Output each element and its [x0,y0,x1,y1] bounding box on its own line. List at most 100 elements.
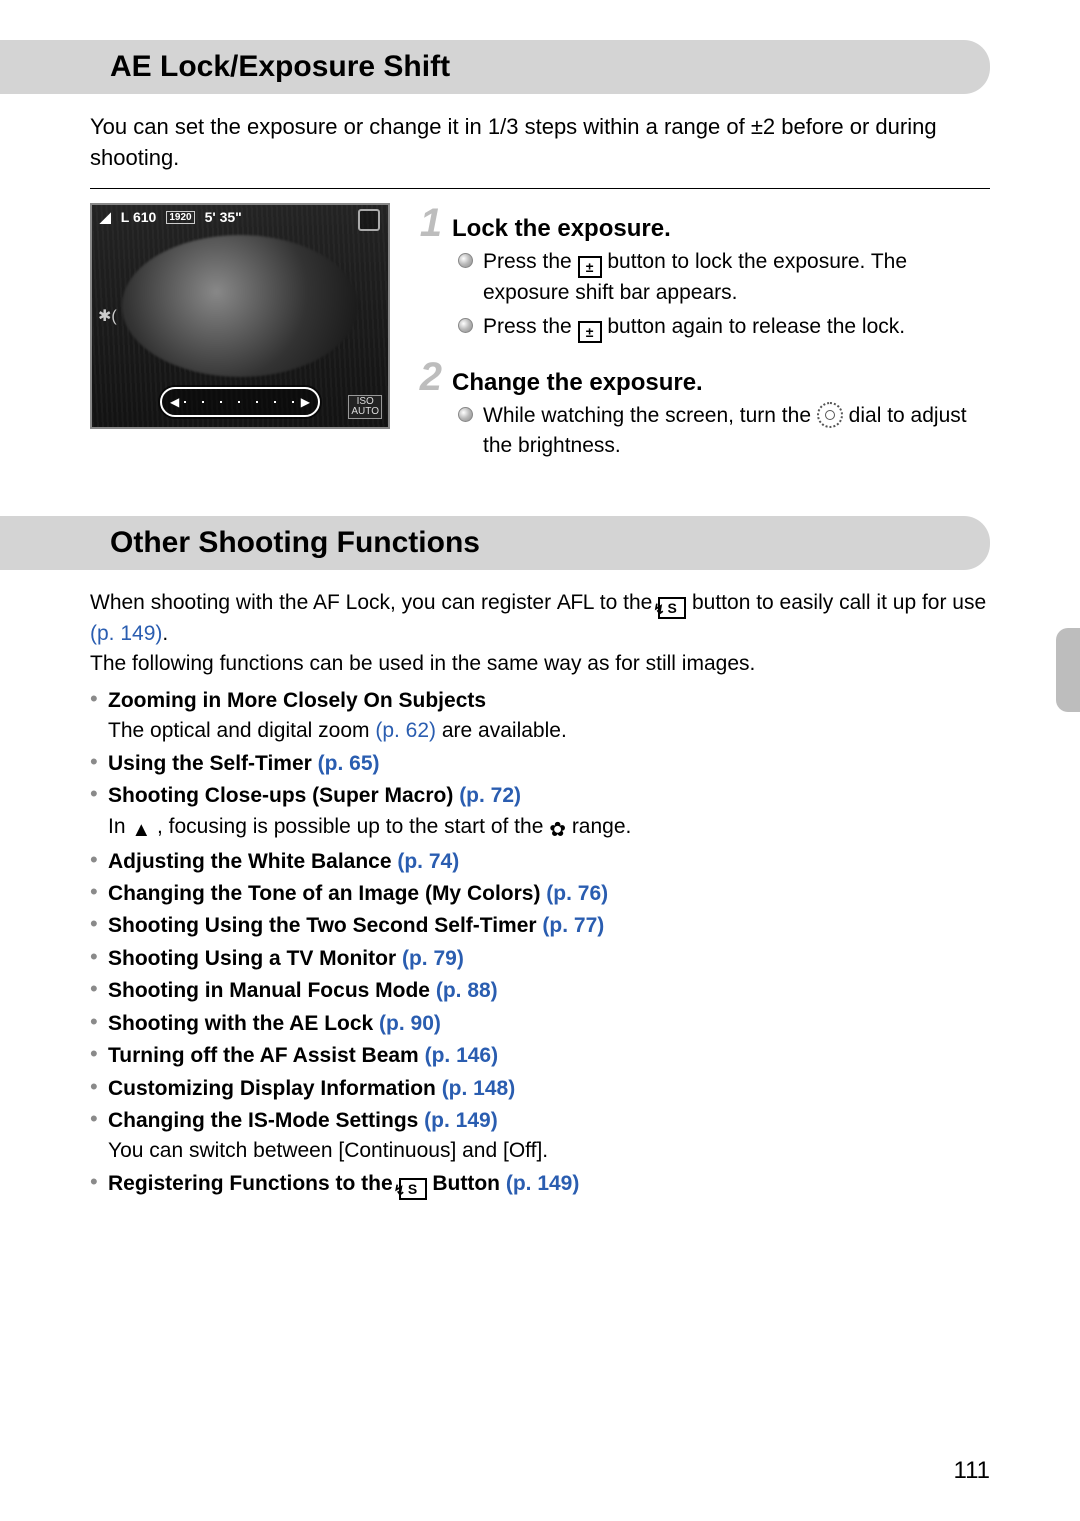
text: are available. [436,719,567,742]
step-text: While watching the screen, turn the dial… [483,401,990,462]
exposure-ticks [184,401,296,403]
list-item: Shooting with the AE Lock (p. 90) [90,1009,990,1039]
page-ref[interactable]: (p. 62) [375,719,436,742]
step-1-header: 1 Lock the exposure. [414,203,990,243]
text: , focusing is possible up to the start o… [151,815,549,838]
page-ref[interactable]: (p. 74) [397,850,459,873]
text: While watching the screen, turn the [483,404,817,427]
bullet-disc-icon [458,253,473,268]
func-title: Customizing Display Information [108,1077,442,1100]
shortcut-s-icon: S [658,597,686,619]
steps-column: 1 Lock the exposure. Press the ± button … [414,203,990,476]
text: to the [594,591,658,614]
list-item: Using the Self-Timer (p. 65) [90,749,990,779]
intro-other-1: When shooting with the AF Lock, you can … [90,588,990,649]
page-ref[interactable]: (p. 77) [542,914,604,937]
func-title: Shooting Using a TV Monitor [108,947,402,970]
func-title: Adjusting the White Balance [108,850,397,873]
page-ref[interactable]: (p. 149) [506,1172,580,1195]
func-title: Turning off the AF Assist Beam [108,1044,425,1067]
func-title: Shooting Using the Two Second Self-Timer [108,914,542,937]
page-ref[interactable]: (p. 149) [424,1109,498,1132]
func-sub: The optical and digital zoom (p. 62) are… [108,719,567,742]
page-ref[interactable]: (p. 146) [425,1044,499,1067]
func-title: Shooting in Manual Focus Mode [108,979,436,1002]
func-title: Registering Functions to the S Button [108,1172,506,1195]
step-title: Lock the exposure. [452,215,671,243]
text: Press the [483,315,578,338]
section-header-ae-lock: AE Lock/Exposure Shift [90,40,990,94]
exposure-shift-bar [160,387,320,417]
step-title: Change the exposure. [452,369,703,397]
func-sub: In ▲ , focusing is possible up to the st… [108,815,631,838]
text: Button [427,1172,506,1195]
step-2-body: While watching the screen, turn the dial… [458,401,990,462]
exp-comp-icon: ± [578,256,602,278]
bullet-disc-icon [458,318,473,333]
page-ref[interactable]: (p. 149) [90,622,162,645]
list-item: Turning off the AF Assist Beam (p. 146) [90,1041,990,1071]
macro-flower-icon: ✿ [549,816,566,845]
side-tab [1056,628,1080,712]
intro-ae-lock: You can set the exposure or change it in… [90,112,990,174]
step-number: 2 [414,357,442,397]
other-functions-block: When shooting with the AF Lock, you can … [90,588,990,1200]
list-item: Registering Functions to the S Button (p… [90,1169,990,1200]
intro-other-2: The following functions can be used in t… [90,649,990,679]
func-sub: You can switch between [Continuous] and … [108,1139,548,1162]
text: Press the [483,250,578,273]
lcd-preview: ◢ L 610 1920 5' 35" ISO AUTO [90,203,390,429]
list-item: Adjusting the White Balance (p. 74) [90,847,990,877]
page-ref[interactable]: (p. 72) [459,784,521,807]
section-title: Other Shooting Functions [110,526,970,560]
list-item: Changing the Tone of an Image (My Colors… [90,879,990,909]
list-item: Customizing Display Information (p. 148) [90,1074,990,1104]
text: When shooting with the AF Lock, you can … [90,591,557,614]
page-ref[interactable]: (p. 79) [402,947,464,970]
lcd-topbar: ◢ L 610 1920 5' 35" [100,209,242,226]
lcd-subject [122,235,358,377]
lcd-quality-indicator: ◢ [100,209,111,226]
lcd-movie-icon: 1920 [166,211,194,224]
shortcut-s-icon: S [399,1178,427,1200]
list-item: Shooting in Manual Focus Mode (p. 88) [90,976,990,1006]
dial-icon [817,402,843,428]
func-title: Using the Self-Timer [108,752,318,775]
lcd-focus-indicator [98,306,117,326]
list-item: Zooming in More Closely On Subjects The … [90,686,990,747]
lcd-rec-time: 5' 35" [205,209,242,225]
step-text: Press the ± button to lock the exposure.… [483,247,990,308]
text: button again to release the lock. [602,315,906,338]
page-ref[interactable]: (p. 90) [379,1012,441,1035]
func-title: Changing the Tone of an Image (My Colors… [108,882,546,905]
step-item: Press the ± button again to release the … [458,312,990,343]
page-ref[interactable]: (p. 148) [442,1077,516,1100]
step-2-header: 2 Change the exposure. [414,357,990,397]
function-list: Zooming in More Closely On Subjects The … [90,686,990,1200]
list-item: Shooting Close-ups (Super Macro) (p. 72)… [90,781,990,844]
text: range. [566,815,631,838]
step-item: While watching the screen, turn the dial… [458,401,990,462]
func-title: Shooting Close-ups (Super Macro) [108,784,459,807]
section-header-other: Other Shooting Functions [90,516,990,570]
text: button to easily call it up for use [686,591,986,614]
divider [90,188,990,189]
lcd-mode-icon [358,209,380,231]
text: Registering Functions to the [108,1172,399,1195]
page-ref[interactable]: (p. 88) [436,979,498,1002]
step-1-body: Press the ± button to lock the exposure.… [458,247,990,343]
step-layout: ◢ L 610 1920 5' 35" ISO AUTO 1 Lock the … [90,203,990,476]
list-item: Shooting Using the Two Second Self-Timer… [90,911,990,941]
func-title: Shooting with the AE Lock [108,1012,379,1035]
func-title: Changing the IS-Mode Settings [108,1109,424,1132]
lcd-iso-indicator: ISO AUTO [348,395,382,419]
text: In [108,815,131,838]
page-ref[interactable]: (p. 76) [546,882,608,905]
list-item: Changing the IS-Mode Settings (p. 149) Y… [90,1106,990,1167]
step-item: Press the ± button to lock the exposure.… [458,247,990,308]
list-item: Shooting Using a TV Monitor (p. 79) [90,944,990,974]
section-title: AE Lock/Exposure Shift [110,50,970,84]
text: The optical and digital zoom [108,719,375,742]
page-ref[interactable]: (p. 65) [318,752,380,775]
lcd-shots: L 610 [121,209,157,225]
